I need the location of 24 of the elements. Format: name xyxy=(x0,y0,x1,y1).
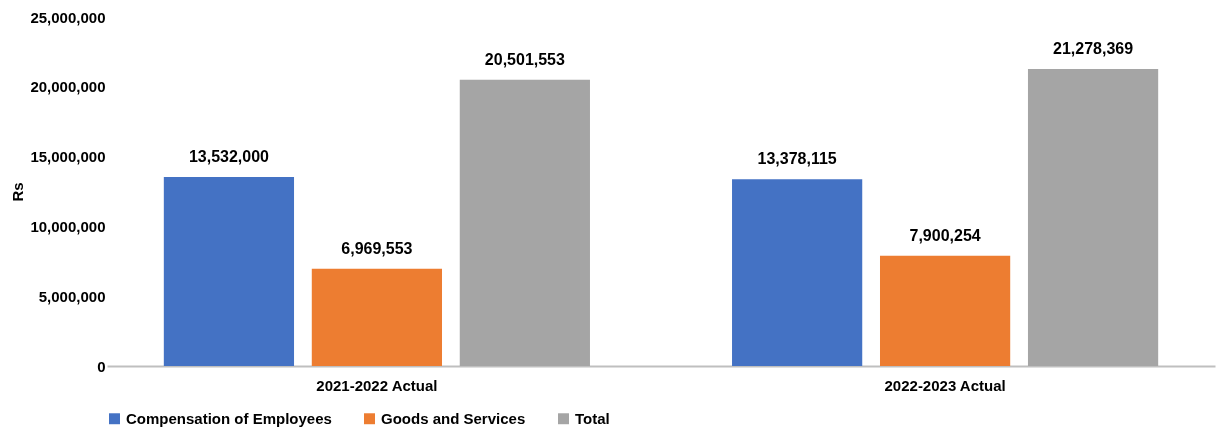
y-tick-label: 25,000,000 xyxy=(30,8,106,26)
bar xyxy=(311,268,442,366)
x-tick-label: 2022-2023 Actual xyxy=(884,376,1006,394)
y-tick-label: 0 xyxy=(97,357,106,375)
data-label: 7,900,254 xyxy=(909,226,981,244)
legend-label: Goods and Services xyxy=(381,409,526,427)
y-tick-label: 10,000,000 xyxy=(30,217,106,235)
bar xyxy=(732,179,863,366)
data-label: 20,501,553 xyxy=(484,50,566,68)
bar xyxy=(1027,68,1159,366)
y-tick-label: 20,000,000 xyxy=(30,78,106,96)
legend-label: Total xyxy=(575,409,610,427)
y-axis-title: Rs xyxy=(9,182,27,202)
data-label: 6,969,553 xyxy=(341,239,413,257)
y-tick-label: 5,000,000 xyxy=(38,287,106,305)
bar xyxy=(163,177,295,366)
bar xyxy=(459,79,590,366)
legend-label: Compensation of Employees xyxy=(126,409,332,427)
x-tick-label: 2021-2022 Actual xyxy=(316,376,438,394)
y-tick-label: 15,000,000 xyxy=(30,148,106,166)
data-label: 13,378,115 xyxy=(757,150,837,168)
bar xyxy=(880,255,1011,366)
data-label: 13,532,000 xyxy=(188,148,270,166)
data-label: 21,278,369 xyxy=(1053,39,1134,57)
